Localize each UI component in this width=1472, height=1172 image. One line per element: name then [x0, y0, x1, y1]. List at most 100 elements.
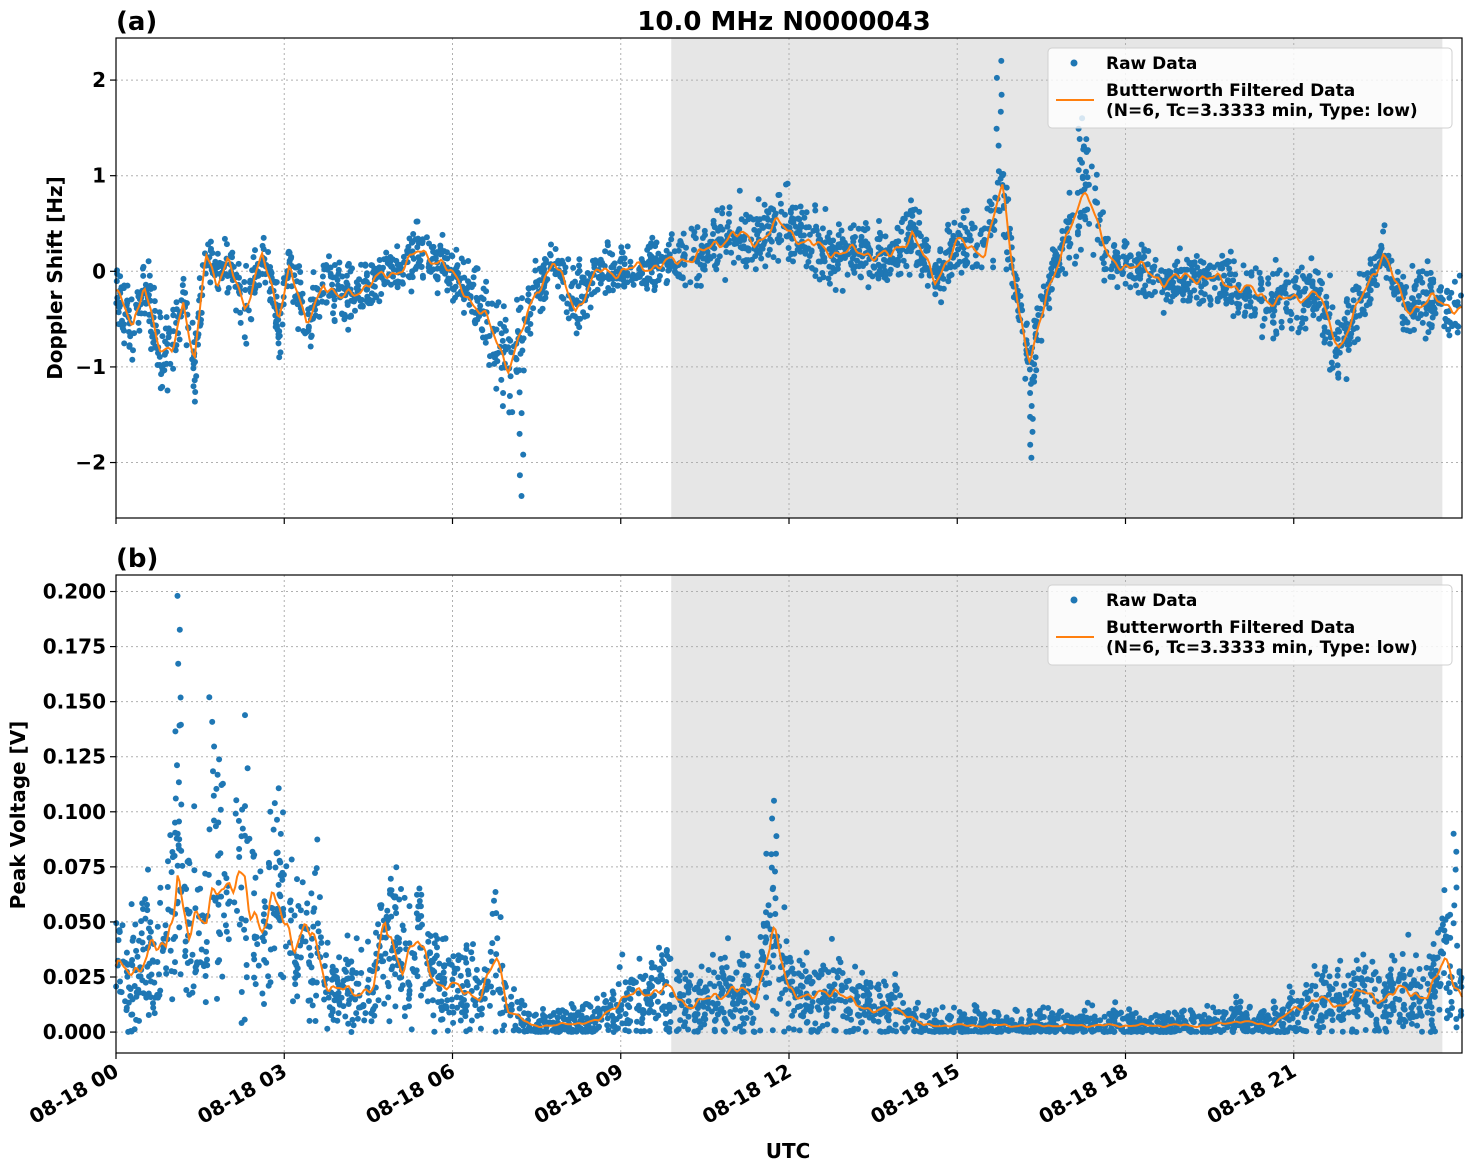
panel-a-raw-point [917, 258, 924, 265]
panel-b-raw-point [788, 978, 795, 985]
panel-a-raw-point [1334, 362, 1341, 369]
panel-b-raw-point [492, 889, 499, 895]
panel-b-raw-point [358, 970, 365, 976]
panel-b-raw-point [183, 987, 190, 993]
panel-b-raw-point [700, 999, 707, 1005]
panel-b-raw-point [1215, 1009, 1222, 1015]
panel-b-raw-point [381, 1000, 388, 1007]
panel-b-raw-point [244, 838, 251, 844]
panel-b-raw-point [147, 919, 154, 926]
panel-a-raw-point [115, 309, 122, 316]
panel-b-raw-point [1008, 1017, 1015, 1024]
panel-b-raw-point [176, 722, 183, 729]
panel-b-raw-point [685, 998, 692, 1005]
panel-b-raw-point [1336, 1013, 1343, 1020]
panel-a-raw-point [978, 264, 985, 271]
panel-a-raw-point [765, 209, 772, 216]
panel-b-raw-point [885, 1017, 892, 1024]
panel-a-raw-point [1243, 270, 1250, 277]
panel-a-raw-point [710, 231, 716, 237]
panel-a-raw-point [1270, 335, 1277, 342]
panel-a-raw-point [1248, 269, 1255, 276]
panel-b-raw-point [144, 901, 150, 908]
panel-a-raw-point [502, 316, 509, 323]
panel-b-raw-point [150, 1000, 156, 1007]
panel-a-raw-point [1217, 290, 1223, 297]
panel-a-raw-point [341, 316, 348, 323]
panel-a-raw-point [514, 328, 521, 334]
panel-b-raw-point [734, 1000, 741, 1007]
panel-b-raw-point [821, 966, 828, 973]
panel-a-raw-point [157, 314, 164, 321]
panel-a-raw-point [499, 337, 506, 344]
panel-a-raw-point [288, 255, 294, 262]
panel-a-raw-point [1072, 260, 1078, 267]
panel-a-raw-point [508, 349, 515, 356]
panel-a-raw-point [908, 197, 914, 204]
panel-b-y-axis-label: Peak Voltage [V] [6, 721, 30, 910]
panel-a-raw-point [339, 273, 346, 280]
panel-b-raw-point [345, 1001, 352, 1007]
panel-b-raw-point [682, 1008, 689, 1015]
panel-b-raw-point [652, 1015, 659, 1022]
panel-b-raw-point [484, 978, 491, 985]
panel-b-raw-point [478, 1011, 485, 1018]
panel-a-raw-point [875, 244, 882, 251]
panel-a-raw-point [1079, 175, 1086, 182]
panel-b-raw-point [796, 1027, 803, 1034]
panel-a-raw-point [714, 257, 721, 264]
panel-a-raw-point [986, 198, 993, 205]
panel-b-raw-point [387, 875, 394, 882]
panel-b-raw-point [807, 1008, 814, 1015]
panel-b-raw-point [808, 1003, 815, 1010]
panel-a-raw-point [570, 264, 577, 271]
panel-b-raw-point [760, 922, 767, 929]
panel-b-raw-point [928, 1028, 935, 1035]
panel-a-raw-point [1082, 216, 1089, 223]
panel-a-raw-point [916, 230, 922, 237]
panel-b-raw-point [663, 947, 670, 953]
panel-b-raw-point [316, 894, 323, 901]
panel-b-raw-point [306, 944, 313, 951]
panel-a-legend-raw-label: Raw Data [1106, 54, 1197, 74]
panel-b-raw-point [742, 972, 749, 979]
panel-b-raw-point [312, 870, 318, 876]
panel-b-raw-point [854, 1011, 861, 1018]
panel-a-raw-point [651, 287, 658, 294]
panel-a-raw-point [651, 279, 658, 286]
panel-a-raw-point [136, 327, 143, 334]
panel-a-raw-point [371, 265, 378, 272]
panel-a-raw-point [509, 409, 516, 416]
panel-a-raw-point [1439, 296, 1446, 303]
panel-b-raw-point [365, 938, 371, 945]
panel-a-raw-point [500, 390, 507, 396]
panel-a-raw-point [960, 214, 967, 221]
panel-a-raw-point [345, 326, 352, 333]
panel-a-raw-point [876, 263, 883, 269]
panel-a-raw-point [1139, 255, 1146, 262]
panel-a-raw-point [821, 254, 828, 261]
panel-b-raw-point [242, 712, 248, 719]
panel-a-raw-point [963, 236, 970, 243]
panel-a-raw-point [1311, 304, 1317, 311]
panel-a-raw-point [621, 255, 628, 262]
panel-a-raw-point [649, 234, 656, 241]
panel-a-raw-point [766, 246, 773, 253]
panel-a-raw-point [183, 300, 190, 307]
panel-b-raw-point [1295, 1019, 1301, 1026]
panel-b-raw-point [155, 994, 161, 1001]
panel-b-raw-point [1018, 1016, 1025, 1023]
panel-a-raw-point [753, 216, 760, 222]
panel-a-raw-point [834, 261, 841, 268]
panel-a-raw-point [241, 279, 248, 285]
panel-b-raw-point [343, 956, 349, 963]
panel-a-raw-point [1310, 295, 1317, 302]
panel-a-raw-point [1409, 262, 1416, 269]
panel-a-raw-point [478, 326, 485, 333]
panel-a-raw-point [444, 249, 450, 256]
panel-b-raw-point [1285, 1003, 1292, 1010]
panel-a-raw-point [1223, 261, 1230, 268]
panel-a-raw-point [1425, 329, 1432, 336]
panel-a-raw-point [140, 272, 147, 279]
panel-b-raw-point [649, 983, 655, 990]
